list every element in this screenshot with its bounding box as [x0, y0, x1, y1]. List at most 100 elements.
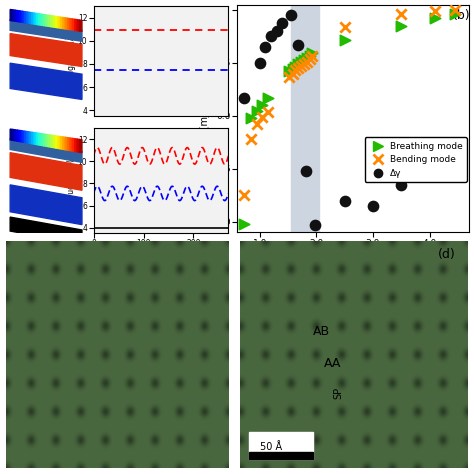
Y-axis label: Corrugation (Å): Corrugation (Å): [65, 151, 76, 210]
Polygon shape: [34, 13, 36, 25]
Polygon shape: [73, 19, 75, 30]
Point: [256, 59, 264, 67]
Polygon shape: [10, 19, 82, 41]
Polygon shape: [22, 131, 25, 142]
Polygon shape: [53, 16, 55, 27]
Polygon shape: [10, 9, 12, 21]
Polygon shape: [10, 139, 82, 163]
Point: [369, 202, 377, 210]
Point: [309, 50, 316, 57]
Point: [398, 10, 405, 18]
Point: [241, 191, 248, 199]
Polygon shape: [80, 139, 82, 153]
Polygon shape: [15, 130, 18, 141]
Point: [253, 120, 261, 128]
Polygon shape: [32, 13, 34, 24]
Point: [289, 65, 296, 73]
Point: [273, 27, 281, 35]
Polygon shape: [10, 34, 82, 66]
Point: [454, 165, 462, 173]
Polygon shape: [70, 18, 73, 30]
Point: [259, 101, 266, 109]
Polygon shape: [27, 12, 29, 23]
Point: [431, 15, 439, 22]
Polygon shape: [10, 185, 82, 225]
Point: [285, 73, 293, 81]
Legend: Breathing mode, Bending mode, Δγ: Breathing mode, Bending mode, Δγ: [365, 137, 467, 182]
Point: [247, 114, 255, 122]
Point: [294, 60, 302, 68]
Text: AA: AA: [324, 357, 342, 370]
Point: [303, 54, 310, 62]
Point: [311, 221, 319, 228]
Polygon shape: [10, 217, 82, 244]
Polygon shape: [53, 136, 55, 148]
Polygon shape: [29, 132, 32, 144]
Polygon shape: [68, 137, 70, 151]
Point: [253, 107, 261, 114]
Polygon shape: [60, 17, 63, 28]
Polygon shape: [58, 136, 60, 149]
Bar: [249, 452, 313, 459]
Point: [431, 7, 439, 15]
Text: AB: AB: [313, 325, 330, 338]
Point: [292, 66, 299, 74]
Point: [264, 94, 272, 101]
Point: [285, 68, 293, 75]
Point: [267, 33, 275, 40]
Point: [292, 64, 299, 71]
Polygon shape: [80, 20, 82, 31]
Text: (d): (d): [438, 247, 456, 261]
Polygon shape: [41, 14, 44, 26]
Polygon shape: [15, 10, 18, 21]
Point: [241, 94, 248, 101]
Text: (b): (b): [453, 9, 471, 22]
Point: [294, 64, 302, 72]
Polygon shape: [46, 135, 48, 146]
Polygon shape: [73, 138, 75, 151]
Point: [262, 43, 269, 51]
Point: [398, 22, 405, 30]
Point: [264, 108, 272, 115]
Polygon shape: [36, 133, 39, 145]
Polygon shape: [32, 132, 34, 144]
Polygon shape: [51, 135, 53, 147]
Polygon shape: [10, 153, 82, 190]
Polygon shape: [77, 20, 80, 31]
Point: [294, 41, 301, 49]
Polygon shape: [65, 18, 68, 29]
Polygon shape: [41, 134, 44, 146]
Y-axis label: Corrugation (Å): Corrugation (Å): [65, 31, 76, 91]
Polygon shape: [58, 17, 60, 28]
Point: [341, 36, 348, 44]
Polygon shape: [20, 130, 22, 142]
Bar: [249, 431, 313, 459]
Polygon shape: [70, 138, 73, 151]
Polygon shape: [51, 16, 53, 27]
Point: [300, 60, 308, 68]
Point: [451, 6, 459, 14]
Point: [241, 220, 248, 228]
Polygon shape: [18, 10, 20, 22]
Polygon shape: [55, 17, 58, 28]
Polygon shape: [25, 12, 27, 23]
Point: [306, 55, 313, 63]
Polygon shape: [22, 11, 25, 23]
Polygon shape: [12, 129, 15, 141]
Polygon shape: [10, 63, 82, 100]
Point: [287, 11, 295, 19]
Polygon shape: [27, 132, 29, 143]
Polygon shape: [77, 139, 80, 152]
Polygon shape: [36, 13, 39, 25]
Polygon shape: [44, 134, 46, 146]
Point: [398, 181, 405, 189]
Polygon shape: [60, 137, 63, 149]
Bar: [291, 5, 319, 232]
Polygon shape: [29, 12, 32, 24]
Point: [297, 58, 305, 66]
Polygon shape: [55, 136, 58, 148]
Polygon shape: [75, 19, 77, 31]
X-axis label: Twist angle (°): Twist angle (°): [318, 253, 388, 263]
Point: [247, 136, 255, 143]
Polygon shape: [39, 14, 41, 25]
